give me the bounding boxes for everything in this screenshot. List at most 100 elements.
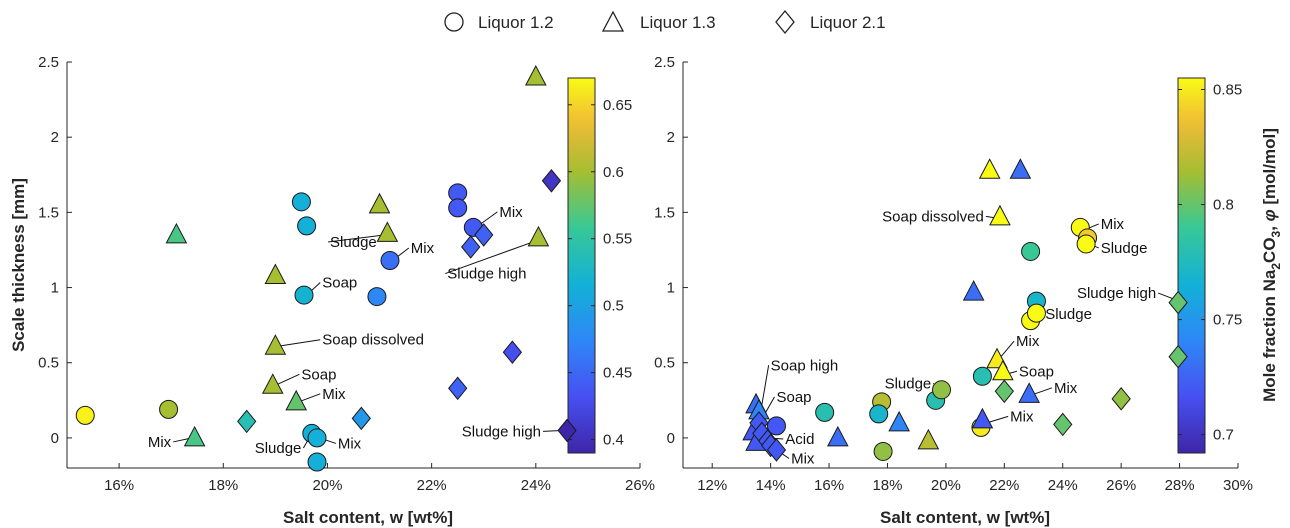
right-point-diamond [1168,344,1188,369]
left-annotation-label: Mix [499,204,523,221]
left-point-diamond [351,406,371,431]
right-point-triangle [989,204,1011,226]
right-point-circle [1026,303,1046,323]
right-x-tick-label: 24% [1048,477,1078,494]
left-x-tick-label: 16% [104,477,134,494]
legend-triangle-marker [601,10,625,32]
right-y-tick-label: 2 [667,129,675,146]
legend-circle-marker [444,12,464,32]
right-x-tick-label: 18% [872,477,902,494]
right-x-tick-label: 30% [1223,477,1253,494]
left-chart: Scale thickness [mm] Salt content, w [wt… [9,54,655,527]
right-annotation-leader [761,365,770,405]
right-y-tick-label: 2.5 [654,54,675,71]
right-point-diamond [1111,387,1131,411]
right-point-circle [766,416,786,436]
left-point-diamond [557,418,577,443]
legend-label-1: Liquor 1.2 [478,13,554,32]
left-point-triangle [285,389,308,411]
left-point-triangle [264,263,287,285]
right-colorbar [1177,77,1206,454]
right-point-circle [815,402,835,422]
left-annotation-label: Sludge [255,440,302,457]
left-y-tick-label: 2.5 [38,54,59,71]
left-xlabel: Salt content, w [wt%] [283,508,453,527]
right-point-triangle [826,425,849,447]
left-point-diamond [237,409,257,434]
right-point-circle [873,441,893,461]
right-colorbar-tick-label: 0.75 [1213,312,1242,329]
left-ylabel: Scale thickness [mm] [9,178,28,352]
left-point-circle [291,192,311,212]
right-point-circle [869,404,889,424]
left-point-triangle [368,192,391,214]
left-colorbar-tick-label: 0.4 [603,432,624,449]
right-annotation-leader [986,415,1009,424]
right-point-diamond [1053,412,1073,437]
right-point-triangle [888,410,910,432]
left-annotation-label: Mix [148,434,172,451]
left-annotation-label: Mix [338,435,362,452]
left-point-circle [380,250,400,270]
right-point-triangle [917,428,940,450]
left-annotation-label: Sludge [330,234,377,251]
right-annotation-label: Soap [1019,363,1054,380]
right-colorbar-tick-label: 0.8 [1213,197,1234,214]
left-annotation-label: Soap dissolved [322,332,424,349]
legend: Liquor 1.2 Liquor 1.3 Liquor 2.1 [444,9,886,35]
right-colorbar-tick-label: 0.85 [1213,82,1242,99]
right-x-tick-label: 20% [931,477,961,494]
left-annotation-leader [298,393,321,403]
right-x-tick-label: 14% [756,477,786,494]
left-annotation-label: Soap [301,366,336,383]
left-point-triangle [183,425,206,447]
left-colorbar-tick-label: 0.6 [603,164,624,181]
left-x-tick-label: 18% [208,477,238,494]
left-annotation-leader [327,234,385,243]
right-point-circle [1021,241,1041,261]
right-colorbar-label: Mole fraction Na2CO3, φ [mol/mol] [1260,128,1283,402]
left-annotation-leader [445,240,536,275]
right-point-triangle [971,407,994,429]
left-point-circle [159,399,179,419]
right-point-diamond [766,438,787,462]
right-y-tick-label: 0.5 [654,355,675,372]
right-xlabel: Salt content, w [wt%] [880,508,1050,527]
right-annotation-leader [1033,387,1053,395]
left-point-triangle [524,64,547,86]
right-point-triangle [1009,158,1032,179]
legend-label-3: Liquor 2.1 [810,13,886,32]
right-annotation-label: Acid [785,431,814,448]
left-y-tick-label: 0.5 [38,355,59,372]
left-y-tick-label: 0 [51,430,59,447]
right-annotation-label: Soap [776,389,811,406]
left-y-tick-label: 1 [51,280,59,297]
right-colorbar-tick-label: 0.7 [1213,427,1234,444]
left-x-tick-label: 22% [417,477,447,494]
left-annotation-label: Sludge high [462,423,541,440]
right-point-circle [1076,234,1096,254]
legend-diamond-marker [775,9,795,35]
left-point-diamond [461,235,481,259]
right-annotation-label: Sludge [1045,306,1092,323]
right-x-tick-label: 16% [814,477,844,494]
left-annotation-label: Sludge high [447,266,526,283]
right-annotation-leader [764,396,775,415]
right-x-tick-label: 22% [989,477,1019,494]
left-colorbar [567,77,596,454]
right-annotation-label: Mix [1101,216,1125,233]
right-x-tick-label: 12% [697,477,727,494]
legend-label-2: Liquor 1.3 [640,13,716,32]
left-point-diamond [541,169,562,193]
left-point-triangle [165,222,188,244]
right-annotation-label: Soap dissolved [882,208,984,225]
left-point-diamond [448,376,468,401]
right-y-tick-label: 0 [667,430,675,447]
right-point-circle [932,380,952,400]
left-point-circle [307,428,327,448]
left-point-circle [297,216,317,236]
right-y-tick-label: 1 [667,280,675,297]
right-x-tick-label: 26% [1106,477,1136,494]
right-point-diamond [994,379,1014,404]
left-colorbar-tick-label: 0.45 [603,365,632,382]
